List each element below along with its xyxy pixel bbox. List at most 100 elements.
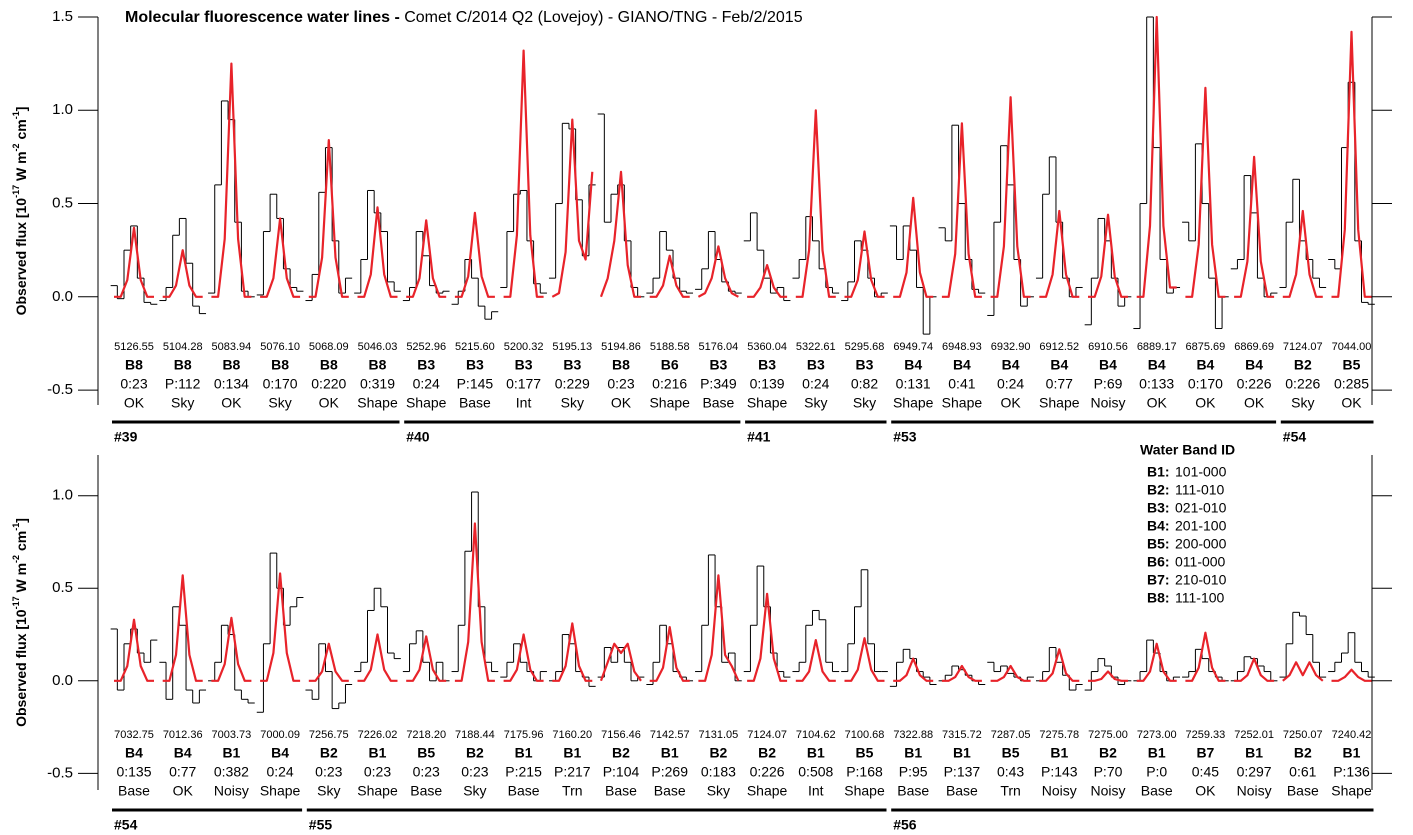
- line-status: Int: [516, 395, 532, 411]
- model-line: [1282, 209, 1323, 298]
- line-status: Noisy: [1090, 783, 1125, 799]
- legend-range: 021-010: [1175, 500, 1227, 516]
- y-axis-label-part: -1: [11, 523, 21, 531]
- line-note: P:269: [651, 764, 688, 780]
- line-wavelength: 5068.09: [309, 341, 349, 353]
- line-status: Trn: [1000, 783, 1020, 799]
- order-label: #54: [1283, 429, 1307, 445]
- line-note: P:143: [1041, 764, 1078, 780]
- model-line: [1234, 155, 1275, 298]
- line-band: B5: [417, 745, 435, 761]
- model-line: [1331, 30, 1372, 298]
- model-line: [893, 657, 934, 682]
- line-status: Shape: [942, 395, 983, 411]
- line-status: Base: [946, 783, 978, 799]
- line-wavelength: 7226.02: [358, 729, 398, 741]
- line-status: Base: [410, 783, 442, 799]
- line-band: B8: [369, 357, 387, 373]
- line-status: Shape: [406, 395, 447, 411]
- line-wavelength: 6948.93: [942, 341, 982, 353]
- line-wavelength: 7287.05: [991, 729, 1031, 741]
- line-note: 0:220: [311, 376, 346, 392]
- line-note: 0:23: [120, 376, 147, 392]
- line-wavelength: 7240.42: [1332, 729, 1372, 741]
- line-note: 0:216: [652, 376, 687, 392]
- line-band: B4: [125, 745, 143, 761]
- line-status: Base: [897, 783, 929, 799]
- line-note: P:168: [846, 764, 883, 780]
- line-status: Shape: [1039, 395, 1080, 411]
- model-line: [406, 635, 447, 682]
- line-note: 0:131: [896, 376, 931, 392]
- line-status: OK: [1341, 395, 1362, 411]
- y-tick-label: 0.0: [52, 672, 73, 689]
- line-band: B4: [953, 357, 971, 373]
- legend-band: B4:: [1147, 518, 1170, 534]
- line-wavelength: 5176.04: [699, 341, 739, 353]
- line-status: OK: [1000, 395, 1021, 411]
- line-wavelength: 5252.96: [406, 341, 446, 353]
- model-line: [893, 196, 934, 298]
- line-status: Base: [508, 783, 540, 799]
- model-line: [162, 574, 203, 682]
- y-tick-label: 0.5: [52, 579, 73, 596]
- model-line: [162, 249, 203, 298]
- line-wavelength: 7315.72: [942, 729, 982, 741]
- line-wavelength: 6910.56: [1088, 341, 1128, 353]
- line-status: OK: [124, 395, 145, 411]
- model-line: [114, 618, 154, 682]
- line-status: Shape: [844, 783, 885, 799]
- line-status: Sky: [268, 395, 291, 411]
- line-note: P:104: [603, 764, 640, 780]
- line-note: 0:229: [555, 376, 590, 392]
- model-line: [551, 118, 594, 298]
- line-band: B8: [222, 357, 240, 373]
- line-note: 0:45: [1192, 764, 1219, 780]
- model-line: [308, 642, 349, 682]
- line-wavelength: 5360.04: [747, 341, 787, 353]
- line-wavelength: 6875.69: [1186, 341, 1226, 353]
- line-note: 0:23: [364, 764, 391, 780]
- model-line: [698, 574, 740, 682]
- model-line: [406, 219, 447, 298]
- line-band: B2: [466, 745, 484, 761]
- line-band: B8: [320, 357, 338, 373]
- order-label: #39: [114, 429, 138, 445]
- line-note: 0:61: [1289, 764, 1316, 780]
- model-line: [795, 109, 836, 298]
- line-wavelength: 7275.78: [1039, 729, 1079, 741]
- model-line: [552, 622, 593, 682]
- model-line: [357, 206, 398, 298]
- line-note: 0:82: [851, 376, 878, 392]
- legend-range: 201-100: [1175, 518, 1227, 534]
- line-band: B8: [612, 357, 630, 373]
- model-line: [357, 633, 398, 682]
- y-tick-label: 0.0: [52, 288, 73, 305]
- line-band: B2: [758, 745, 776, 761]
- line-wavelength: 5195.13: [552, 341, 592, 353]
- line-wavelength: 7273.00: [1137, 729, 1177, 741]
- line-band: B8: [271, 357, 289, 373]
- line-wavelength: 5126.55: [114, 341, 154, 353]
- legend-range: 111-010: [1175, 482, 1225, 498]
- model-line: [697, 245, 739, 298]
- model-line: [941, 664, 982, 682]
- legend-band: B5:: [1147, 536, 1170, 552]
- line-status: Sky: [804, 395, 827, 411]
- line-status: Trn: [562, 783, 582, 799]
- model-line: [1088, 670, 1128, 682]
- line-status: OK: [1195, 395, 1216, 411]
- model-line: [1136, 15, 1177, 298]
- line-status: Base: [118, 783, 150, 799]
- line-status: Base: [459, 395, 491, 411]
- line-status: Base: [1287, 783, 1319, 799]
- line-band: B1: [661, 745, 679, 761]
- line-note: 0:183: [701, 764, 736, 780]
- line-note: 0:226: [1237, 376, 1272, 392]
- line-wavelength: 7156.46: [601, 729, 641, 741]
- model-line: [599, 642, 642, 682]
- model-line: [211, 616, 252, 682]
- y-tick-label: 1.5: [52, 8, 73, 25]
- line-note: 0:135: [116, 764, 151, 780]
